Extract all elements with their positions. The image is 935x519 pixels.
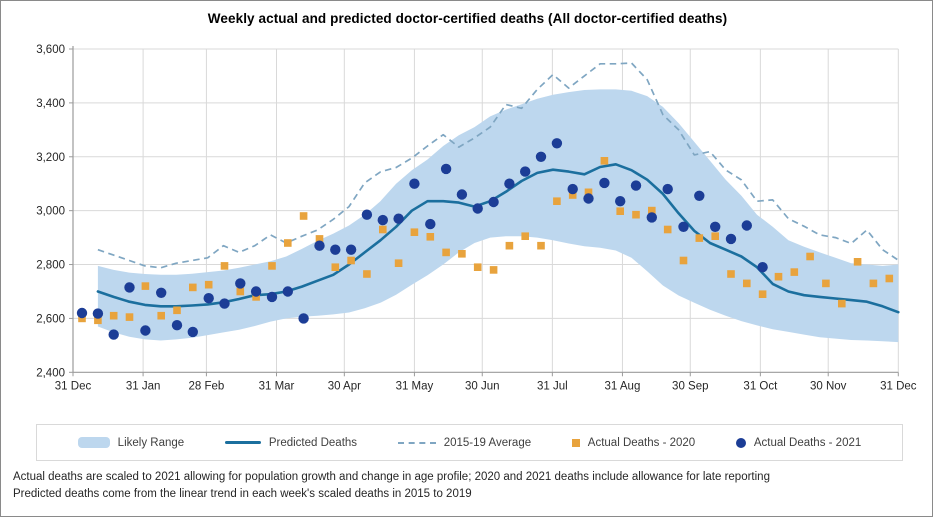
navy-circle-icon (735, 437, 746, 448)
predicted-line-icon (224, 440, 261, 445)
legend-item-predicted-deaths: Predicted Deaths (224, 436, 358, 449)
footnote-line-2: Predicted deaths come from the linear tr… (13, 488, 472, 500)
svg-text:2,800: 2,800 (36, 260, 65, 272)
svg-text:31 Aug: 31 Aug (605, 380, 641, 392)
svg-text:3,000: 3,000 (36, 206, 65, 218)
legend-item-likely-range: Likely Range (77, 436, 185, 449)
svg-text:31 Mar: 31 Mar (259, 380, 295, 392)
svg-text:30 Nov: 30 Nov (810, 380, 847, 392)
dashed-line-icon (397, 441, 436, 444)
footnotes: Actual deaths are scaled to 2021 allowin… (13, 469, 770, 503)
svg-text:3,600: 3,600 (36, 44, 65, 56)
legend-item-average: 2015-19 Average (397, 436, 532, 449)
legend-label: Likely Range (117, 436, 185, 449)
svg-text:31 Oct: 31 Oct (743, 380, 778, 392)
svg-text:3,400: 3,400 (36, 98, 65, 110)
legend-label: Predicted Deaths (268, 436, 358, 449)
chart-legend: Likely Range Predicted Deaths 2015-19 Av… (36, 424, 903, 461)
chart-title: Weekly actual and predicted doctor-certi… (207, 11, 728, 26)
legend-label: Actual Deaths - 2021 (753, 436, 862, 449)
orange-square-icon (571, 438, 580, 447)
svg-text:2,400: 2,400 (36, 367, 65, 379)
legend-label: 2015-19 Average (443, 436, 532, 449)
footnote-line-1: Actual deaths are scaled to 2021 allowin… (13, 471, 770, 483)
svg-text:30 Jun: 30 Jun (465, 380, 500, 392)
legend-item-actual-2021: Actual Deaths - 2021 (735, 436, 862, 449)
svg-text:31 May: 31 May (396, 380, 434, 392)
svg-text:2,600: 2,600 (36, 313, 65, 325)
svg-text:31 Dec: 31 Dec (55, 380, 92, 392)
svg-text:30 Sep: 30 Sep (672, 380, 708, 392)
svg-text:31 Jul: 31 Jul (537, 380, 568, 392)
svg-text:31 Jan: 31 Jan (126, 380, 161, 392)
likely-range-swatch-icon (77, 437, 110, 448)
svg-text:31 Dec: 31 Dec (880, 380, 917, 392)
legend-item-actual-2020: Actual Deaths - 2020 (571, 436, 696, 449)
svg-text:28 Feb: 28 Feb (188, 380, 224, 392)
svg-text:3,200: 3,200 (36, 152, 65, 164)
svg-text:30 Apr: 30 Apr (328, 380, 361, 392)
legend-label: Actual Deaths - 2020 (587, 436, 696, 449)
